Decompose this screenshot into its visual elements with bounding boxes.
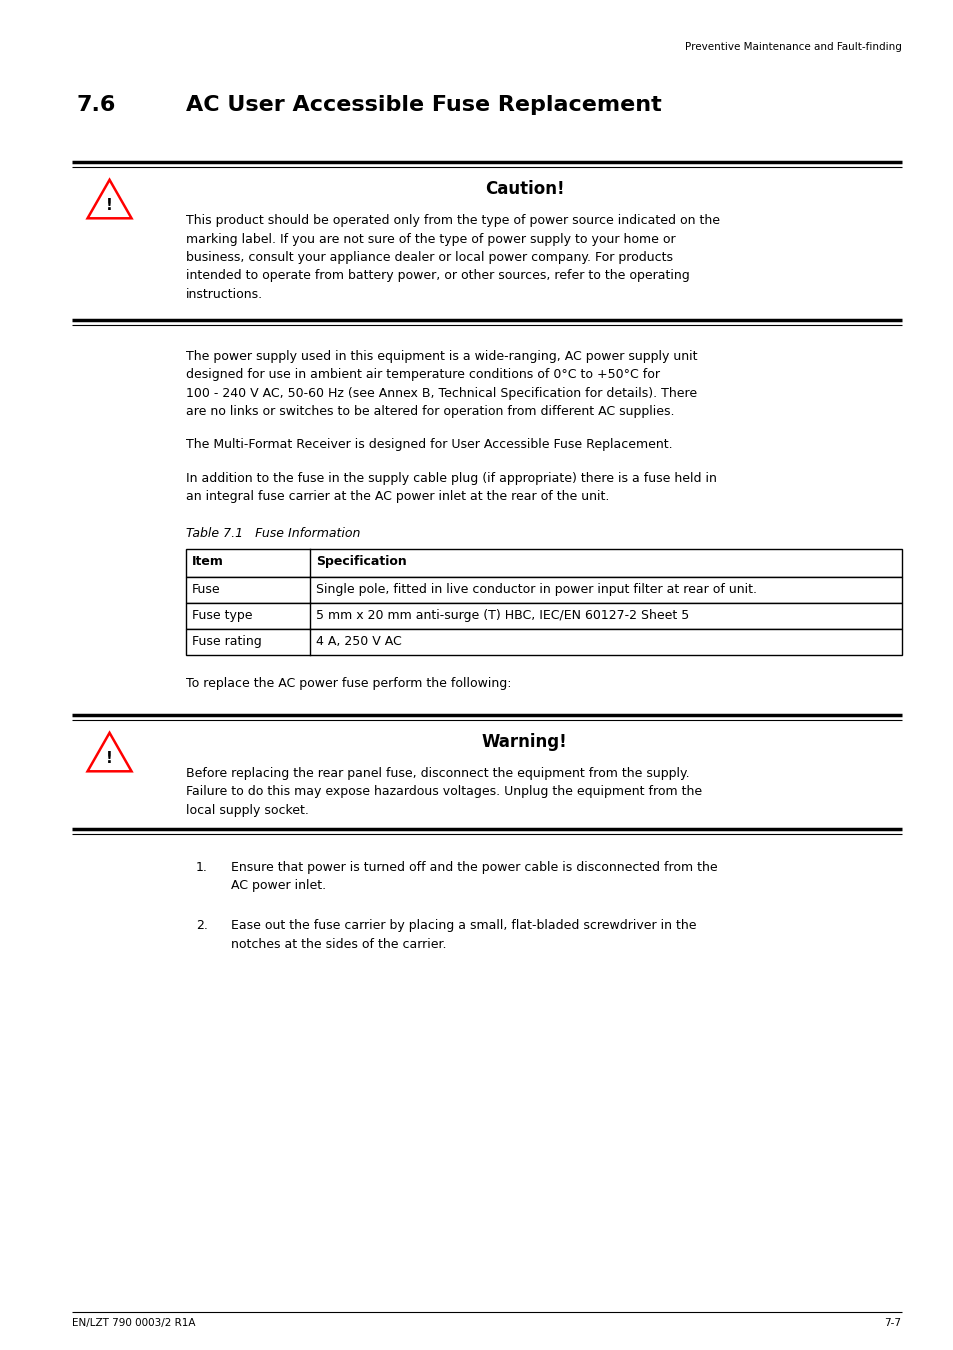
Text: Table 7.1   Fuse Information: Table 7.1 Fuse Information	[186, 526, 360, 540]
Text: The Multi-Format Receiver is designed for User Accessible Fuse Replacement.: The Multi-Format Receiver is designed fo…	[186, 437, 672, 451]
Text: Before replacing the rear panel fuse, disconnect the equipment from the supply.
: Before replacing the rear panel fuse, di…	[186, 767, 701, 817]
Text: Caution!: Caution!	[484, 180, 564, 198]
Text: To replace the AC power fuse perform the following:: To replace the AC power fuse perform the…	[186, 676, 511, 690]
Text: Ease out the fuse carrier by placing a small, flat-bladed screwdriver in the
not: Ease out the fuse carrier by placing a s…	[231, 919, 696, 950]
Text: !: !	[106, 197, 112, 212]
Text: Warning!: Warning!	[481, 733, 567, 751]
Text: AC User Accessible Fuse Replacement: AC User Accessible Fuse Replacement	[186, 95, 661, 115]
Text: Single pole, fitted in live conductor in power input filter at rear of unit.: Single pole, fitted in live conductor in…	[315, 583, 757, 595]
Text: 2.: 2.	[195, 919, 208, 931]
Text: 7.6: 7.6	[76, 95, 116, 115]
Text: 1.: 1.	[195, 861, 208, 873]
Text: 5 mm x 20 mm anti-surge (T) HBC, IEC/EN 60127-2 Sheet 5: 5 mm x 20 mm anti-surge (T) HBC, IEC/EN …	[315, 609, 689, 622]
Text: 7-7: 7-7	[883, 1318, 901, 1328]
Text: This product should be operated only from the type of power source indicated on : This product should be operated only fro…	[186, 215, 720, 301]
Text: Item: Item	[192, 555, 224, 568]
Text: Fuse: Fuse	[192, 583, 220, 595]
Text: The power supply used in this equipment is a wide-ranging, AC power supply unit
: The power supply used in this equipment …	[186, 350, 697, 418]
Text: In addition to the fuse in the supply cable plug (if appropriate) there is a fus: In addition to the fuse in the supply ca…	[186, 472, 716, 504]
Text: Fuse rating: Fuse rating	[192, 634, 261, 648]
Text: Fuse type: Fuse type	[192, 609, 253, 622]
FancyBboxPatch shape	[186, 603, 901, 629]
Text: !: !	[106, 751, 112, 765]
Text: 4 A, 250 V AC: 4 A, 250 V AC	[315, 634, 401, 648]
Text: Ensure that power is turned off and the power cable is disconnected from the
AC : Ensure that power is turned off and the …	[231, 861, 717, 892]
Text: EN/LZT 790 0003/2 R1A: EN/LZT 790 0003/2 R1A	[71, 1318, 194, 1328]
FancyBboxPatch shape	[186, 549, 901, 576]
Text: Preventive Maintenance and Fault-finding: Preventive Maintenance and Fault-finding	[684, 42, 901, 53]
FancyBboxPatch shape	[186, 629, 901, 655]
Text: Specification: Specification	[315, 555, 406, 568]
FancyBboxPatch shape	[186, 576, 901, 603]
